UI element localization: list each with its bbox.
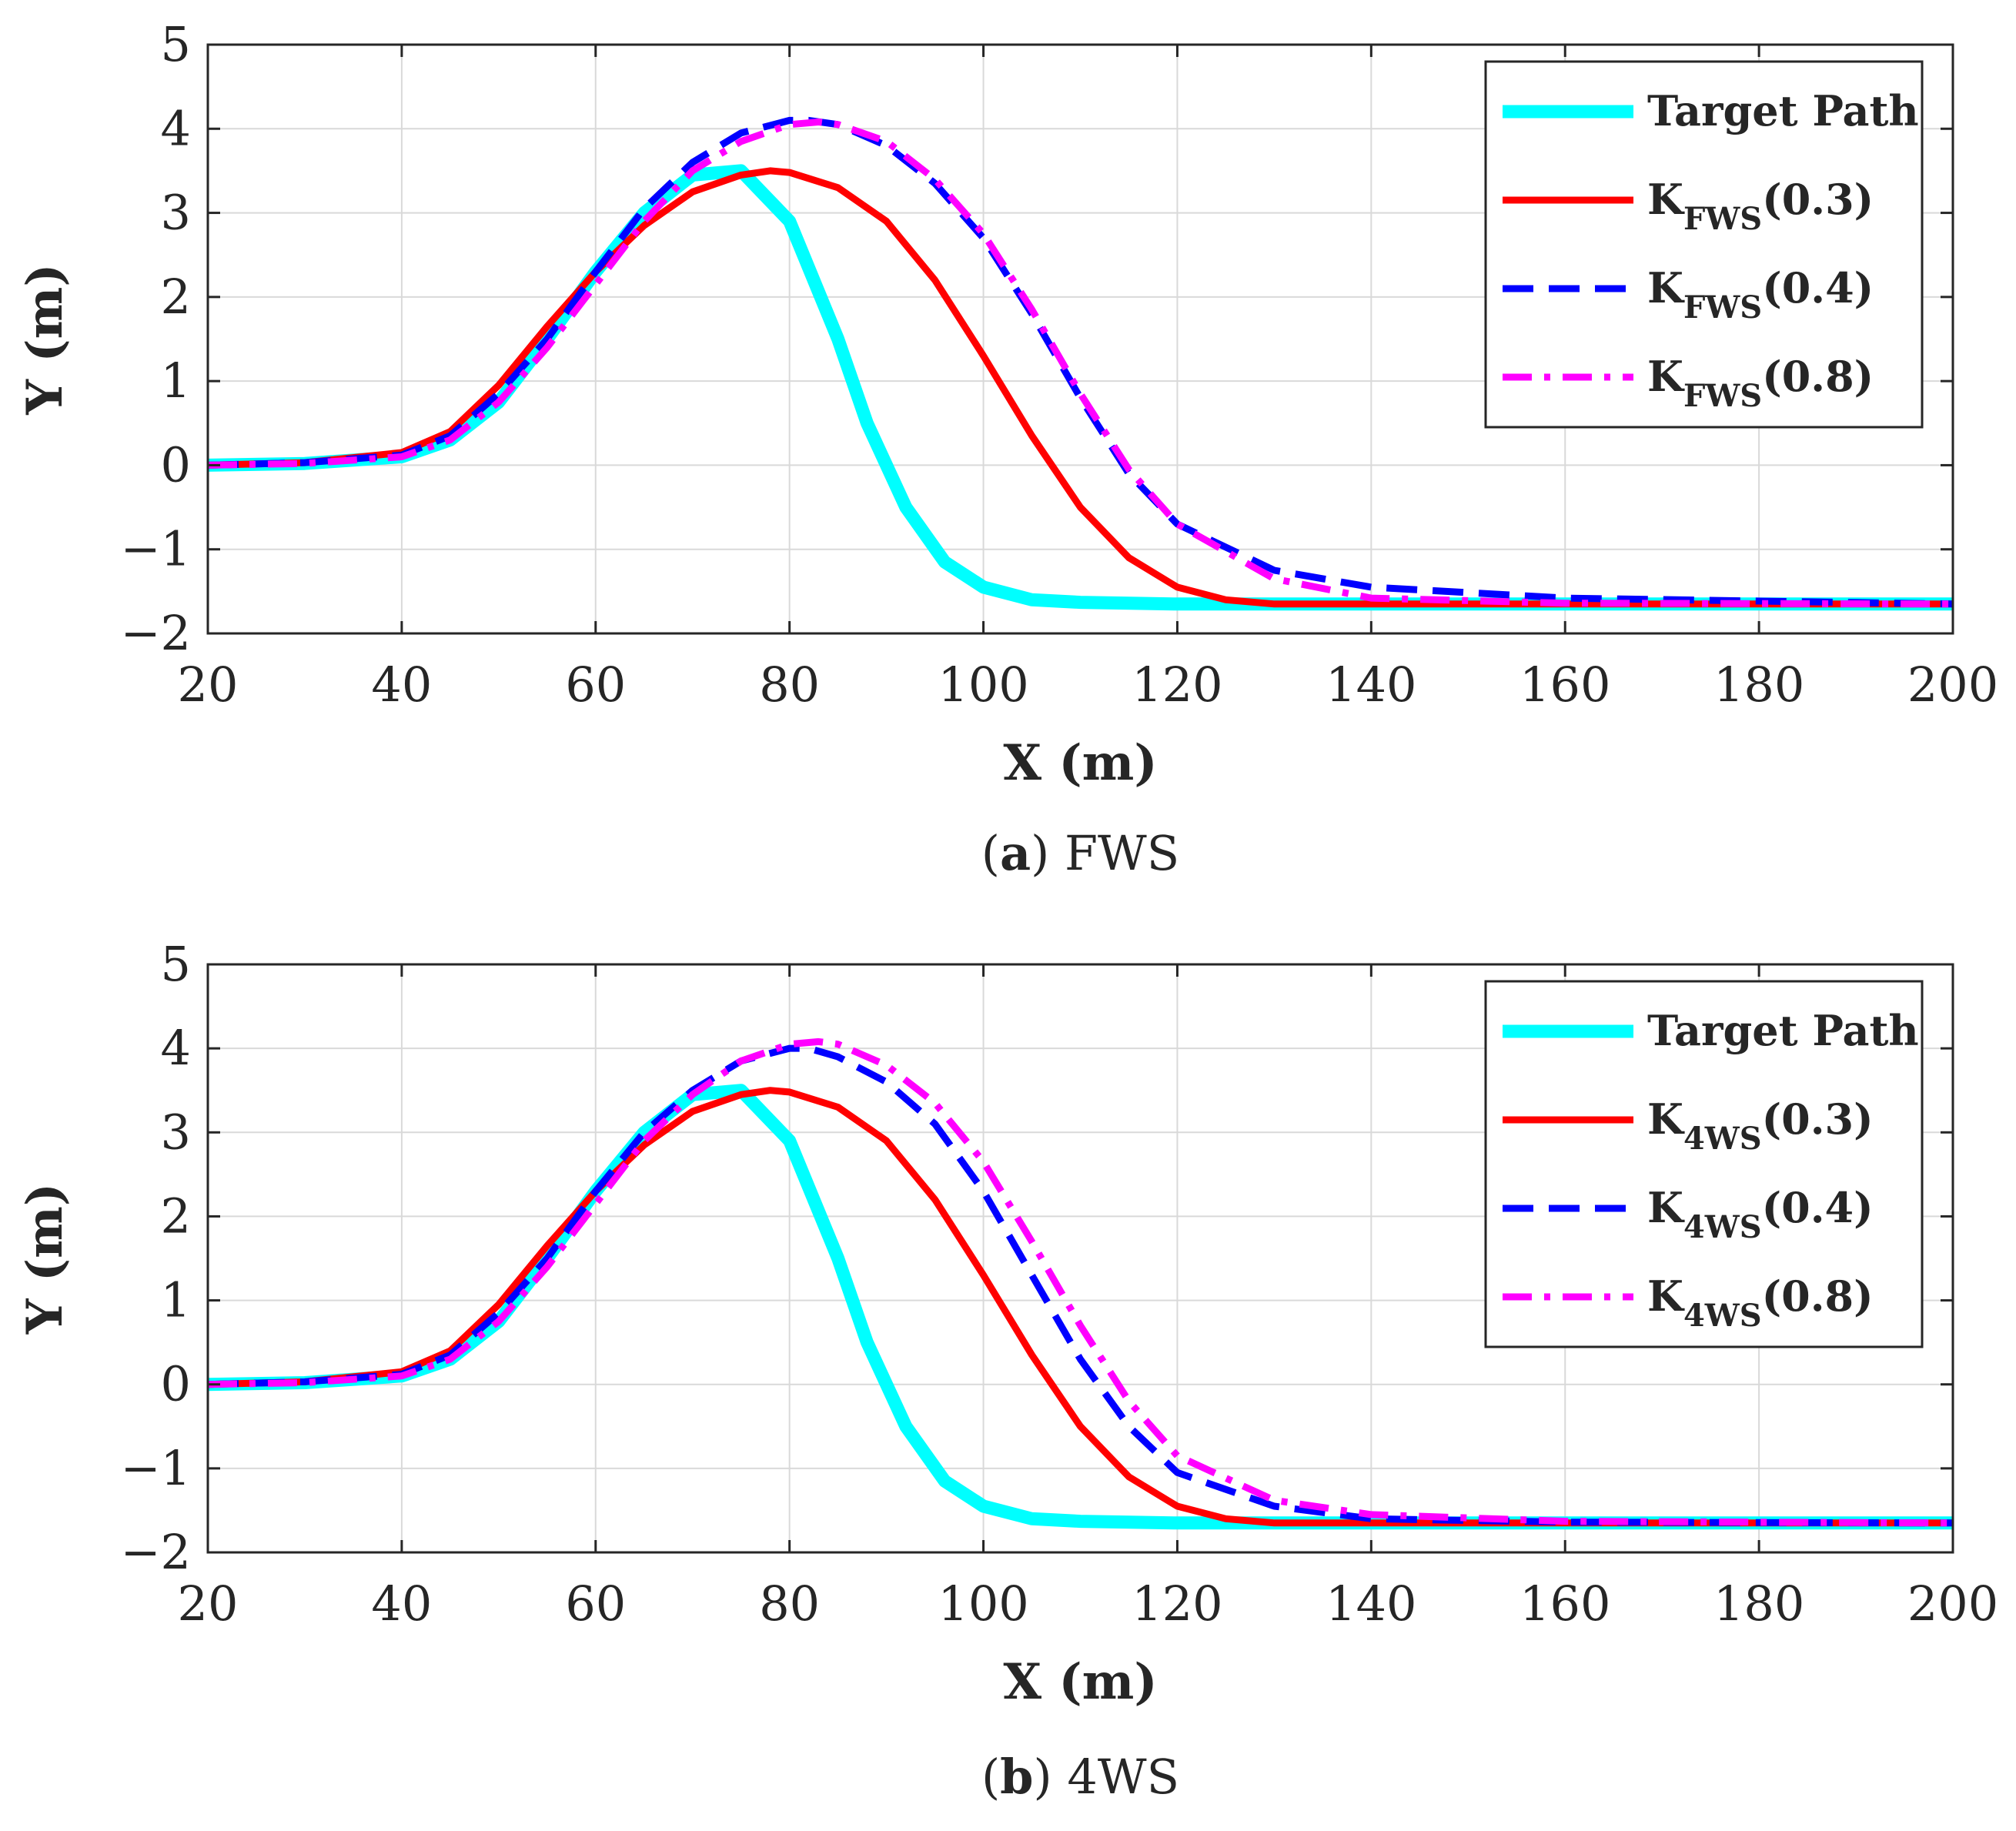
chart-panel-a: 20 40 60 80 100 120 140 160 180 200 −2 −1 0 1 2 3 4 5 X (m… — [16, 16, 1998, 881]
legend-label-main: K — [1647, 175, 1685, 224]
y-tick-label: 0 — [161, 436, 191, 493]
y-tick-label: 3 — [161, 1104, 191, 1160]
series-line-2 — [208, 1044, 1953, 1527]
x-tick-label: 200 — [1907, 657, 1998, 713]
y-tick-label: −1 — [121, 1440, 191, 1496]
caption-paren: ) — [1031, 825, 1049, 881]
caption: (b) 4WS — [981, 1749, 1179, 1805]
y-tick-label: 3 — [161, 185, 191, 241]
legend-label-main: K — [1647, 1183, 1685, 1232]
y-tick-label: −2 — [121, 1524, 191, 1580]
series-line-1 — [208, 1087, 1953, 1527]
series-group — [208, 1037, 1953, 1530]
plot-frame — [206, 43, 1954, 635]
y-tick-label: −1 — [121, 521, 191, 577]
series-group — [208, 116, 1953, 611]
y-tick-label: 2 — [161, 269, 191, 325]
legend-entry-1: K4WS(0.3) — [1647, 1094, 1874, 1157]
legend-label-main: K — [1647, 352, 1685, 401]
x-tick-label: 100 — [938, 657, 1028, 713]
series-line-2 — [208, 116, 1953, 608]
x-tick-label: 40 — [371, 1575, 432, 1632]
y-tick-label: 1 — [161, 353, 191, 409]
legend-entry-1: KFWS(0.3) — [1647, 175, 1874, 237]
caption-paren: ) — [1034, 1749, 1052, 1805]
y-tick-label: 4 — [161, 100, 191, 156]
legend-label-tail: (0.3) — [1762, 175, 1874, 224]
plot-frame — [206, 963, 1954, 1554]
x-tick-label: 160 — [1520, 1575, 1610, 1632]
legend-label-tail: (0.3) — [1762, 1094, 1874, 1144]
legend-label-tail: (0.8) — [1762, 1271, 1874, 1321]
x-tick-label: 60 — [565, 657, 626, 713]
legend-entry-0: Target Path — [1647, 86, 1919, 135]
legend-box — [1484, 60, 1924, 429]
y-tick-label: 5 — [161, 936, 191, 992]
y-tick-label: 2 — [161, 1188, 191, 1244]
legend-box — [1484, 980, 1924, 1348]
x-axis-label: X (m) — [1003, 1653, 1157, 1711]
x-tick-label: 140 — [1326, 1575, 1416, 1632]
legend-label-sub: 4WS — [1683, 1121, 1762, 1157]
x-tick-label: 20 — [178, 657, 239, 713]
y-tick-label: −2 — [121, 605, 191, 661]
x-tick-label: 100 — [938, 1575, 1028, 1632]
x-axis-label: X (m) — [1003, 734, 1157, 792]
caption-letter: b — [1000, 1749, 1033, 1805]
legend-label-sub: FWS — [1683, 378, 1762, 414]
legend-label-sub: 4WS — [1683, 1209, 1762, 1245]
legend-label-main: K — [1647, 1094, 1685, 1144]
caption: (a) FWS — [981, 825, 1180, 881]
legend-label-sub: 4WS — [1683, 1298, 1762, 1334]
legend-label-sub: FWS — [1683, 289, 1762, 326]
x-tick-label: 180 — [1713, 1575, 1804, 1632]
x-tick-label: 40 — [371, 657, 432, 713]
y-tick-label: 4 — [161, 1020, 191, 1076]
chart-panel-b: 20 40 60 80 100 120 140 160 180 200 −2 −1 0 1 2 3 4 5 X (m… — [16, 936, 1998, 1805]
y-axis-label: Y (m) — [16, 1183, 74, 1335]
caption-paren: ( — [981, 1749, 1000, 1805]
x-tick-label: 120 — [1132, 657, 1222, 713]
x-tick-label: 60 — [565, 1575, 626, 1632]
x-tick-label: 200 — [1907, 1575, 1998, 1632]
caption-text: 4WS — [1052, 1749, 1179, 1805]
x-tick-label: 80 — [759, 657, 820, 713]
legend-entry-2: KFWS(0.4) — [1647, 263, 1874, 326]
x-tick-label: 140 — [1326, 657, 1416, 713]
legend-label-main: Target Path — [1647, 1006, 1919, 1055]
legend-label-main: K — [1647, 263, 1685, 312]
legend-label-main: K — [1647, 1271, 1685, 1321]
caption-text: FWS — [1049, 825, 1179, 881]
legend-label-sub: FWS — [1683, 201, 1762, 237]
y-tick-label: 5 — [161, 16, 191, 72]
caption-letter: a — [1000, 825, 1031, 881]
legend-label-tail: (0.4) — [1762, 1183, 1874, 1232]
x-tick-label: 80 — [759, 1575, 820, 1632]
legend-entry-0: Target Path — [1647, 1006, 1919, 1055]
series-line-1 — [208, 167, 1953, 608]
x-tick-label: 180 — [1713, 657, 1804, 713]
y-tick-label: 1 — [161, 1272, 191, 1328]
x-tick-label: 20 — [178, 1575, 239, 1632]
caption-paren: ( — [981, 825, 1000, 881]
legend-entry-3: K4WS(0.8) — [1647, 1271, 1874, 1334]
legend-label-tail: (0.4) — [1762, 263, 1874, 312]
legend-label-main: Target Path — [1647, 86, 1919, 135]
y-axis-label: Y (m) — [16, 263, 74, 415]
legend-entry-3: KFWS(0.8) — [1647, 352, 1874, 414]
legend-entry-2: K4WS(0.4) — [1647, 1183, 1874, 1245]
y-tick-label: 0 — [161, 1356, 191, 1412]
legend-label-tail: (0.8) — [1762, 352, 1874, 401]
x-tick-label: 120 — [1132, 1575, 1222, 1632]
series-line-3 — [208, 1037, 1953, 1527]
x-tick-label: 160 — [1520, 657, 1610, 713]
